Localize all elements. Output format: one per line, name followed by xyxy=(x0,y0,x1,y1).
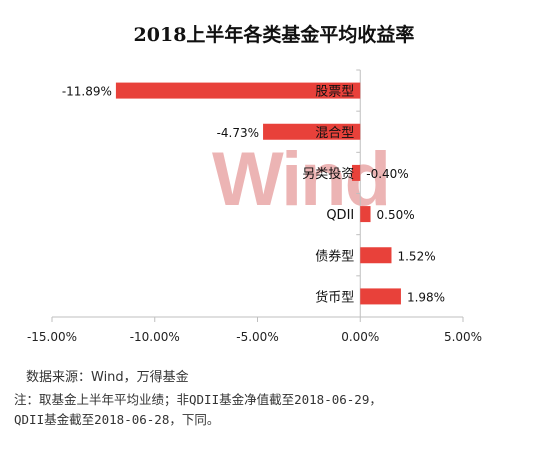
x-tick-label: 0.00% xyxy=(341,330,379,344)
bar xyxy=(360,288,401,305)
footnote-line: 注：取基金上半年平均业绩；非QDII基金净值截至2018-06-29， xyxy=(14,392,382,407)
data-source: 数据来源：Wind，万得基金 xyxy=(26,370,189,385)
bar xyxy=(360,247,392,264)
footnote: 注：取基金上半年平均业绩；非QDII基金净值截至2018-06-29， QDII… xyxy=(14,390,534,430)
x-tick-label: -5.00% xyxy=(236,330,278,344)
bar xyxy=(352,164,361,181)
x-tick-label: 5.00% xyxy=(444,330,482,344)
footnote-line: QDII基金截至2018-06-28，下同。 xyxy=(14,412,220,427)
x-tick-label: -15.00% xyxy=(27,330,77,344)
bar xyxy=(115,82,361,99)
category-label: 股票型 xyxy=(315,85,354,100)
data-label: -11.89% xyxy=(62,85,112,99)
data-label: 1.98% xyxy=(407,290,445,304)
category-label: 另类投资 xyxy=(302,166,354,182)
data-label: -0.40% xyxy=(366,167,408,181)
data-label: 1.52% xyxy=(397,249,435,263)
data-label: 0.50% xyxy=(377,208,415,222)
category-label: 混合型 xyxy=(315,126,354,141)
x-tick-label: -10.00% xyxy=(130,330,180,344)
category-label: 货币型 xyxy=(315,289,354,305)
data-label: -4.73% xyxy=(217,126,259,140)
category-label: 债券型 xyxy=(315,248,354,264)
bar xyxy=(263,123,361,140)
bar xyxy=(360,206,371,223)
chart-title: 2018上半年各类基金平均收益率 xyxy=(133,24,415,46)
category-label: QDII xyxy=(326,208,354,223)
